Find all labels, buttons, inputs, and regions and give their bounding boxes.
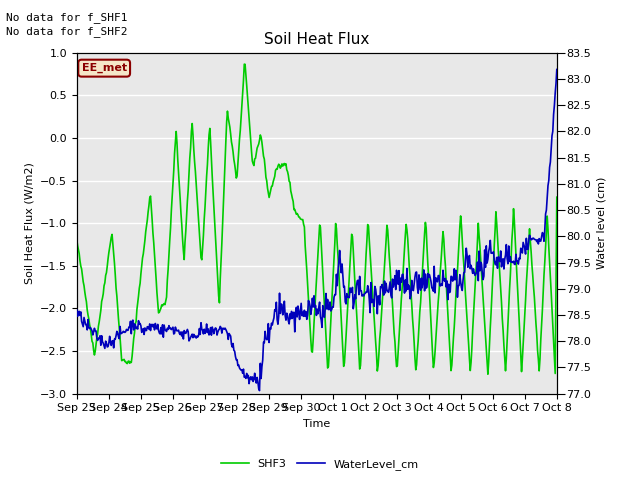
SHF3: [394, 349, 402, 355]
Y-axis label: Soil Heat Flux (W/m2): Soil Heat Flux (W/m2): [24, 162, 35, 284]
Line: SHF3: SHF3: [77, 64, 557, 374]
Y-axis label: Water level (cm): Water level (cm): [597, 177, 607, 269]
Line: WaterLevel_cm: WaterLevel_cm: [77, 70, 557, 391]
WaterLevel_cm: [73, 307, 81, 313]
Title: Soil Heat Flux: Soil Heat Flux: [264, 33, 369, 48]
SHF3: [435, 289, 443, 295]
Text: No data for f_SHF1: No data for f_SHF1: [6, 12, 128, 23]
SHF3: [291, 206, 299, 212]
SHF3: [241, 61, 248, 67]
WaterLevel_cm: [356, 288, 364, 293]
SHF3: [356, 363, 364, 369]
SHF3: [553, 194, 561, 200]
SHF3: [158, 302, 166, 308]
Text: EE_met: EE_met: [82, 63, 127, 73]
WaterLevel_cm: [394, 281, 402, 287]
X-axis label: Time: Time: [303, 419, 330, 429]
WaterLevel_cm: [196, 332, 204, 337]
SHF3: [196, 241, 204, 247]
WaterLevel_cm: [291, 329, 299, 335]
Text: No data for f_SHF2: No data for f_SHF2: [6, 26, 128, 37]
SHF3: [73, 237, 81, 242]
SHF3: [484, 372, 492, 377]
WaterLevel_cm: [553, 67, 561, 72]
WaterLevel_cm: [435, 273, 443, 278]
WaterLevel_cm: [255, 388, 263, 394]
WaterLevel_cm: [158, 331, 166, 337]
Legend: SHF3, WaterLevel_cm: SHF3, WaterLevel_cm: [216, 455, 424, 474]
